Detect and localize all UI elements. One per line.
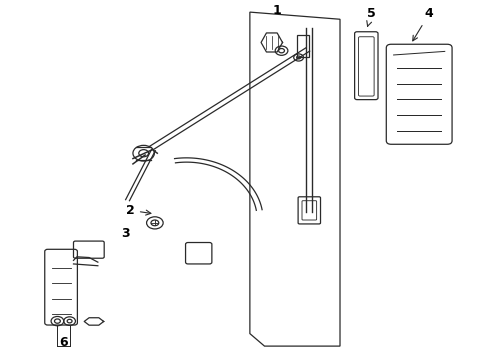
Text: 1: 1 — [272, 4, 281, 17]
Text: 3: 3 — [122, 227, 130, 240]
Text: 4: 4 — [413, 8, 434, 41]
Text: 6: 6 — [59, 336, 68, 349]
Text: 2: 2 — [126, 204, 151, 217]
Text: 5: 5 — [367, 8, 376, 26]
